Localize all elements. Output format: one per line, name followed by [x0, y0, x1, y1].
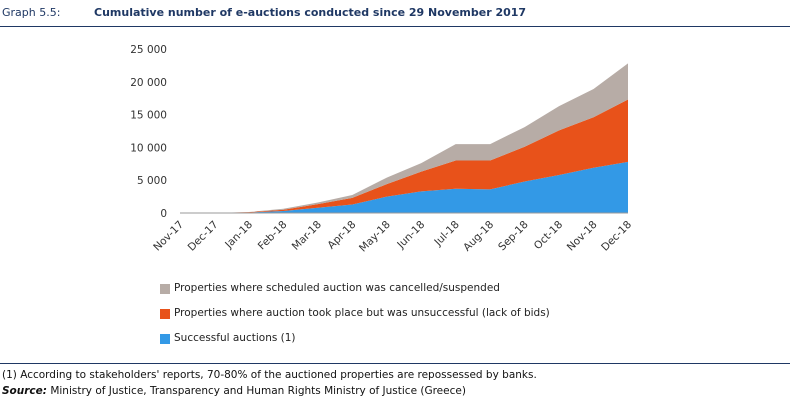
- y-tick-label: 10 000: [130, 142, 167, 154]
- chart-header: Graph 5.5: Cumulative number of e-auctio…: [0, 0, 800, 26]
- legend-label-successful: Successful auctions (1): [174, 332, 296, 344]
- x-tick-label: Dec-18: [599, 219, 634, 254]
- graph-number: Graph 5.5:: [2, 6, 61, 19]
- x-tick-label: Mar-18: [290, 219, 324, 253]
- x-tick-label: Feb-18: [256, 219, 290, 253]
- source-text: Ministry of Justice, Transparency and Hu…: [46, 385, 466, 397]
- legend-swatch-successful: [160, 334, 170, 344]
- x-tick-label: Jan-18: [222, 219, 255, 252]
- legend-label-cancelled: Properties where scheduled auction was c…: [174, 282, 500, 294]
- x-tick-label: Nov-17: [151, 219, 186, 254]
- footnote: (1) According to stakeholders' reports, …: [2, 369, 537, 381]
- x-tick-label: May-18: [357, 219, 393, 255]
- x-tick-label: Aug-18: [461, 219, 496, 254]
- y-tick-label: 5 000: [137, 175, 167, 187]
- area-series-2: [180, 99, 628, 213]
- x-tick-label: Apr-18: [325, 219, 358, 252]
- x-tick-label: Dec-17: [186, 219, 221, 254]
- area-series-3: [180, 63, 628, 213]
- top-divider: [0, 26, 790, 27]
- y-tick-label: 20 000: [130, 77, 167, 89]
- source-label: Source:: [2, 385, 47, 397]
- x-tick-label: Oct-18: [532, 219, 565, 252]
- y-tick-label: 25 000: [130, 44, 167, 56]
- area-series-1: [180, 161, 628, 213]
- legend-label-unsuccessful: Properties where auction took place but …: [174, 307, 550, 319]
- legend-swatch-unsuccessful: [160, 309, 170, 319]
- y-tick-label: 15 000: [130, 110, 167, 122]
- x-tick-label: Jul-18: [432, 219, 462, 249]
- x-tick-label: Sep-18: [496, 219, 531, 254]
- bottom-divider: [0, 363, 790, 364]
- legend-swatch-cancelled: [160, 284, 170, 294]
- x-tick-label: Jun-18: [394, 219, 427, 252]
- chart-title: Cumulative number of e-auctions conducte…: [94, 6, 527, 19]
- x-tick-label: Nov-18: [565, 219, 600, 254]
- y-tick-label: 0: [160, 208, 167, 220]
- source-line: Source: Ministry of Justice, Transparenc…: [2, 385, 466, 397]
